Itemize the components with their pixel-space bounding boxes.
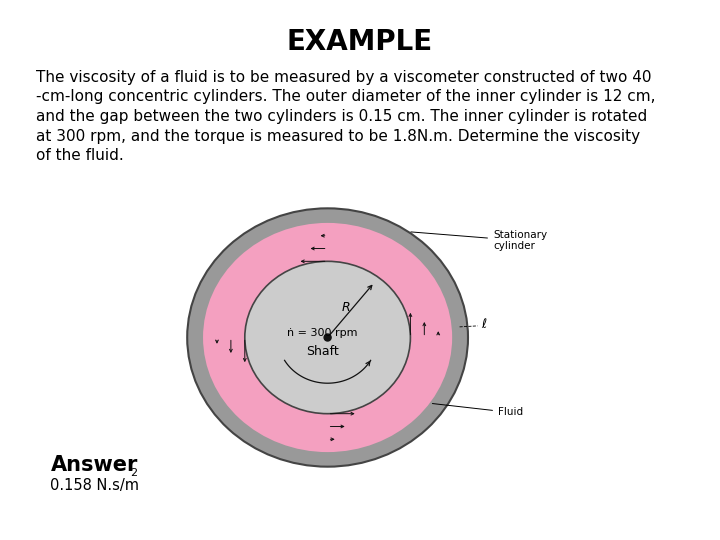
Text: and the gap between the two cylinders is 0.15 cm. The inner cylinder is rotated: and the gap between the two cylinders is… <box>36 109 647 124</box>
Text: Fluid: Fluid <box>433 403 523 417</box>
Ellipse shape <box>245 261 410 414</box>
Text: 2: 2 <box>130 468 138 478</box>
Text: -cm-long concentric cylinders. The outer diameter of the inner cylinder is 12 cm: -cm-long concentric cylinders. The outer… <box>36 90 655 105</box>
Text: R: R <box>342 301 351 314</box>
Text: ṅ = 300 rpm: ṅ = 300 rpm <box>287 328 358 339</box>
Text: EXAMPLE: EXAMPLE <box>287 28 433 56</box>
Ellipse shape <box>187 208 468 467</box>
Ellipse shape <box>203 223 452 452</box>
Text: ℓ: ℓ <box>482 319 487 332</box>
Text: Stationary
cylinder: Stationary cylinder <box>411 230 547 252</box>
Circle shape <box>324 334 331 341</box>
Text: 0.158 N.s/m: 0.158 N.s/m <box>50 478 140 493</box>
Text: of the fluid.: of the fluid. <box>36 148 124 163</box>
Text: The viscosity of a fluid is to be measured by a viscometer constructed of two 40: The viscosity of a fluid is to be measur… <box>36 70 652 85</box>
Text: Shaft: Shaft <box>306 345 339 358</box>
Text: Answer: Answer <box>50 455 138 475</box>
Text: at 300 rpm, and the torque is measured to be 1.8N.m. Determine the viscosity: at 300 rpm, and the torque is measured t… <box>36 129 640 144</box>
